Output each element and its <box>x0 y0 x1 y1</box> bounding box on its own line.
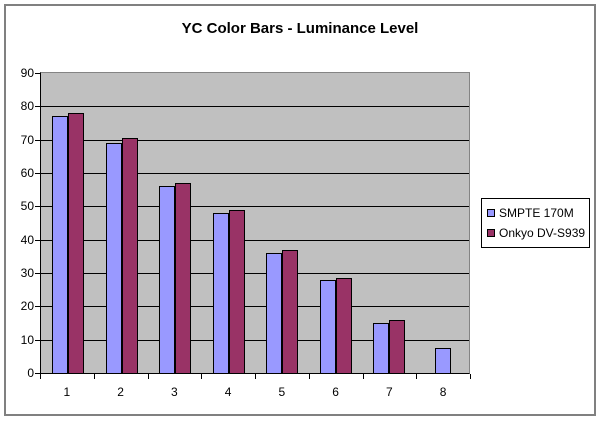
y-tick-label-70: 70 <box>20 133 34 147</box>
bar-onkyo-dv-s939-cat-7 <box>389 320 405 373</box>
y-tick-mark-50 <box>35 206 40 207</box>
x-tick-label-7: 7 <box>386 385 393 399</box>
bar-smpte-170m-cat-6 <box>319 280 336 373</box>
y-tick-mark-40 <box>35 240 40 241</box>
bar-smpte-170m-cat-3 <box>159 186 175 373</box>
x-tick-label-1: 1 <box>63 385 71 399</box>
bar-smpte-170m-cat-4 <box>212 213 229 373</box>
legend-label-onkyo-dv-s939: Onkyo DV-S939 <box>499 226 586 240</box>
x-tick-label-3: 3 <box>171 385 178 399</box>
x-tick-mark-4 <box>255 374 256 379</box>
bar-smpte-170m-cat-8 <box>434 348 451 373</box>
x-tick-label-5: 5 <box>278 385 286 399</box>
x-tick-mark-8 <box>470 374 471 379</box>
y-tick-label-0: 0 <box>27 366 34 380</box>
category-group-6 <box>309 73 362 373</box>
y-tick-mark-0 <box>35 373 40 374</box>
y-tick-label-40: 40 <box>20 233 34 247</box>
y-tick-mark-60 <box>35 173 40 174</box>
legend-item-onkyo-dv-s939: Onkyo DV-S939 <box>487 223 585 243</box>
bar-smpte-170m-cat-5 <box>266 253 282 373</box>
legend-marker-onkyo-dv-s939 <box>487 229 495 237</box>
gridline-30 <box>41 273 469 274</box>
y-tick-label-30: 30 <box>20 266 34 280</box>
y-tick-mark-30 <box>35 273 40 274</box>
x-tick-mark-0 <box>40 374 41 379</box>
bar-smpte-170m-cat-2 <box>105 143 122 373</box>
bar-onkyo-dv-s939-cat-6 <box>335 278 352 373</box>
gridline-80 <box>41 106 469 107</box>
gridline-70 <box>41 140 469 141</box>
x-tick-label-8: 8 <box>439 385 447 399</box>
plot-inner <box>41 73 469 373</box>
y-tick-mark-70 <box>35 140 40 141</box>
gridline-60 <box>41 173 469 174</box>
plot-area <box>40 72 470 374</box>
bar-smpte-170m-cat-1 <box>52 116 68 373</box>
x-tick-label-6: 6 <box>332 385 339 399</box>
y-tick-label-10: 10 <box>20 333 34 347</box>
y-tick-label-90: 90 <box>20 66 34 80</box>
y-tick-label-50: 50 <box>20 199 34 213</box>
bar-smpte-170m-cat-7 <box>373 323 389 373</box>
x-tick-mark-7 <box>416 374 417 379</box>
legend-label-smpte-170m: SMPTE 170M <box>499 206 574 220</box>
y-tick-mark-10 <box>35 340 40 341</box>
bar-onkyo-dv-s939-cat-5 <box>282 250 298 373</box>
category-group-3 <box>148 73 202 373</box>
gridline-10 <box>41 340 469 341</box>
chart-title: YC Color Bars - Luminance Level <box>181 20 419 37</box>
category-group-7 <box>362 73 416 373</box>
y-tick-label-20: 20 <box>20 299 34 313</box>
bar-onkyo-dv-s939-cat-1 <box>68 113 84 373</box>
x-tick-mark-6 <box>363 374 364 379</box>
gridline-40 <box>41 240 469 241</box>
bar-onkyo-dv-s939-cat-2 <box>121 138 138 373</box>
category-group-8 <box>416 73 469 373</box>
bar-onkyo-dv-s939-cat-4 <box>228 210 245 373</box>
category-group-2 <box>95 73 148 373</box>
x-tick-label-2: 2 <box>117 385 124 399</box>
category-group-4 <box>202 73 255 373</box>
x-tick-mark-5 <box>309 374 310 379</box>
legend: SMPTE 170M Onkyo DV-S939 <box>481 198 590 248</box>
bar-onkyo-dv-s939-cat-3 <box>175 183 191 373</box>
x-tick-mark-1 <box>94 374 95 379</box>
legend-marker-smpte-170m <box>487 209 495 217</box>
legend-item-smpte-170m: SMPTE 170M <box>487 203 585 223</box>
y-tick-mark-80 <box>35 106 40 107</box>
y-tick-label-60: 60 <box>20 166 34 180</box>
x-tick-mark-2 <box>148 374 149 379</box>
gridline-50 <box>41 206 469 207</box>
y-tick-label-80: 80 <box>20 99 34 113</box>
y-tick-mark-90 <box>35 73 40 74</box>
category-group-1 <box>41 73 95 373</box>
gridline-20 <box>41 306 469 307</box>
y-tick-mark-20 <box>35 306 40 307</box>
category-group-5 <box>255 73 309 373</box>
x-tick-mark-3 <box>201 374 202 379</box>
x-tick-label-4: 4 <box>224 385 232 399</box>
